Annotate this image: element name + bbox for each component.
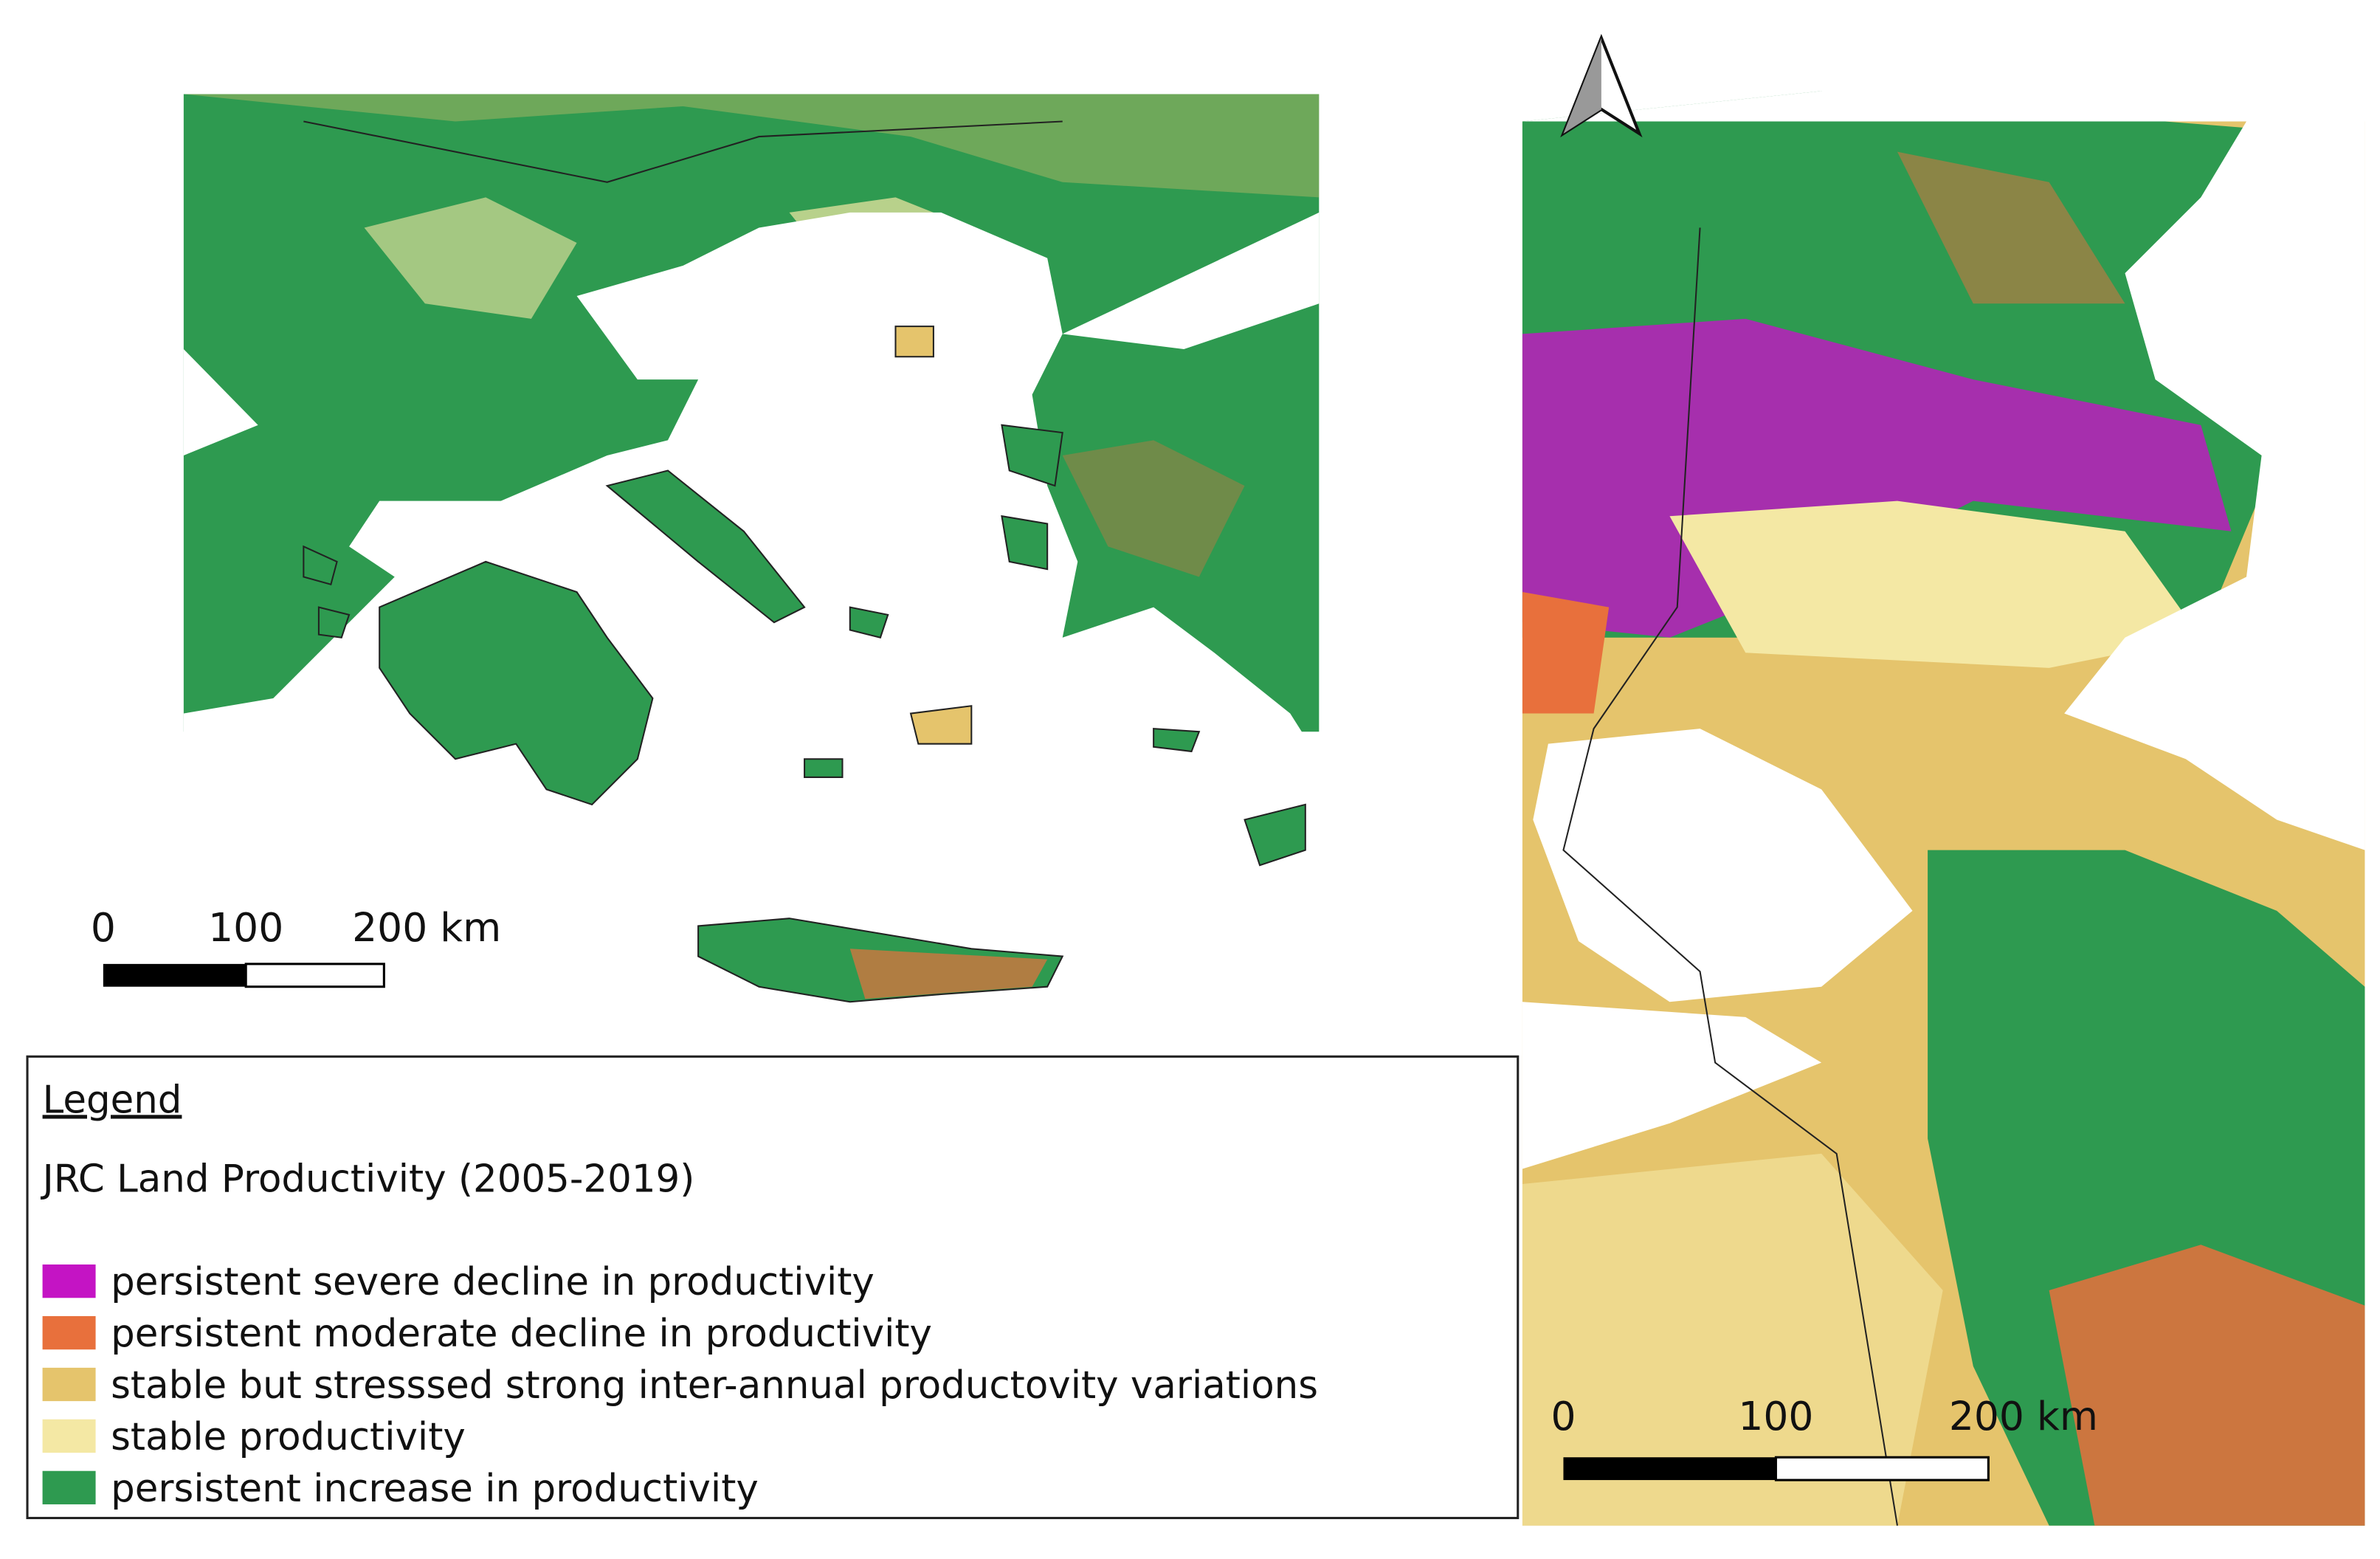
legend: Legend JRC Land Productivity (2005-2019)… bbox=[26, 1055, 1520, 1520]
scale-label: 100 bbox=[1738, 1393, 1813, 1439]
legend-label: stable but stresssed strong inter-annual… bbox=[111, 1363, 1318, 1408]
scale-bar-right: 0 100 200 km bbox=[1551, 1393, 2098, 1481]
legend-swatch bbox=[42, 1315, 96, 1350]
scale-label: 200 km bbox=[1949, 1393, 2098, 1439]
scale-label: 200 km bbox=[352, 904, 501, 951]
legend-label: persistent moderate decline in productiv… bbox=[111, 1312, 932, 1356]
scale-bar-left: 0 100 200 km bbox=[91, 904, 501, 988]
legend-heading: Legend bbox=[43, 1078, 182, 1122]
scale-label: 0 bbox=[91, 904, 116, 951]
legend-swatch bbox=[42, 1419, 96, 1453]
legend-swatch bbox=[42, 1367, 96, 1402]
scale-label: 100 bbox=[208, 904, 283, 951]
legend-swatch bbox=[42, 1264, 96, 1298]
legend-swatch bbox=[42, 1470, 96, 1504]
tunisia-map bbox=[1522, 33, 2365, 1526]
legend-label: persistent increase in productivity bbox=[111, 1467, 759, 1511]
legend-label: persistent severe decline in productivit… bbox=[111, 1260, 875, 1304]
scale-label: 0 bbox=[1551, 1393, 1576, 1439]
legend-label: stable productivity bbox=[111, 1415, 466, 1459]
greece-map bbox=[183, 94, 1320, 1063]
legend-title: JRC Land Productivity (2005-2019) bbox=[41, 1157, 695, 1201]
